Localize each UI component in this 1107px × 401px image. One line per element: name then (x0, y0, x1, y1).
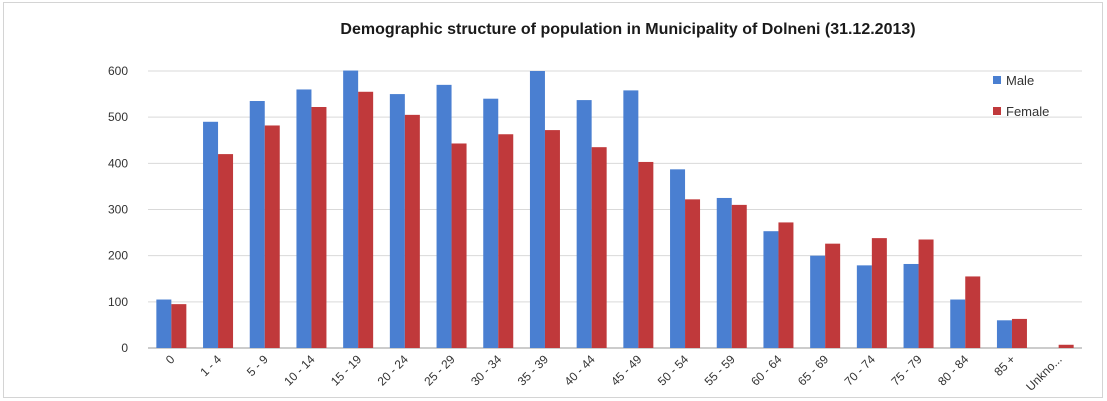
x-tick-label: 35 - 39 (515, 352, 552, 389)
x-tick-label: 10 - 14 (281, 352, 318, 389)
bar-female-3 (311, 107, 327, 348)
x-tick-label: 45 - 49 (608, 352, 645, 389)
y-tick-label: 500 (108, 110, 128, 124)
x-tick-label: 70 - 74 (842, 352, 879, 389)
bars (156, 70, 1074, 349)
legend-swatch-female (993, 107, 1001, 115)
bar-female-7 (498, 134, 514, 348)
bar-male-11 (670, 169, 686, 348)
legend-label-male: Male (1006, 73, 1034, 88)
bar-male-5 (389, 94, 405, 348)
bar-male-0 (156, 299, 172, 348)
x-tick-label: 65 - 69 (795, 352, 832, 389)
legend-label-female: Female (1006, 104, 1049, 119)
x-tick-label: 5 - 9 (244, 352, 271, 379)
grid (148, 70, 1082, 349)
bar-female-13 (778, 222, 794, 348)
x-tick-label: 60 - 64 (748, 352, 785, 389)
x-tick-label: 30 - 34 (468, 352, 505, 389)
bar-female-16 (918, 239, 934, 348)
chart-title: Demographic structure of population in M… (340, 21, 915, 38)
x-axis: 0 1 - 4 5 - 9 10 - 14 15 - 19 20 - 24 25 - 29 3… (163, 352, 1065, 394)
y-tick-label: 400 (108, 156, 128, 170)
bar-male-1 (203, 121, 219, 349)
bar-male-6 (436, 84, 452, 348)
bar-male-2 (249, 101, 265, 348)
bar-male-17 (950, 299, 966, 348)
y-tick-label: 0 (121, 341, 128, 355)
bar-female-12 (731, 204, 747, 348)
bar-male-9 (576, 100, 592, 349)
bar-male-15 (856, 265, 872, 348)
x-tick-label: 85 + (991, 352, 1018, 379)
x-tick-label: 0 (163, 352, 178, 367)
bar-male-12 (716, 197, 732, 348)
y-tick-label: 200 (108, 249, 128, 263)
bar-female-15 (871, 238, 887, 348)
bar-female-4 (358, 91, 374, 349)
y-axis: 0 100 200 300 400 500 600 (108, 64, 128, 355)
x-tick-label: 80 - 84 (935, 352, 972, 389)
bar-female-19 (1058, 344, 1074, 348)
bar-female-10 (638, 161, 654, 348)
bar-male-18 (996, 320, 1012, 348)
bar-female-6 (451, 143, 467, 348)
bar-male-7 (483, 98, 499, 348)
x-tick-label: 1 - 4 (197, 352, 224, 379)
bar-female-1 (218, 154, 234, 348)
bar-female-11 (685, 199, 701, 348)
bar-male-8 (529, 71, 545, 348)
bar-male-4 (343, 70, 359, 348)
x-tick-label: 20 - 24 (375, 352, 412, 389)
bar-male-16 (903, 263, 919, 348)
bar-female-2 (264, 125, 280, 348)
bar-female-9 (591, 147, 607, 348)
x-tick-label: Unkno... (1023, 352, 1065, 394)
x-tick-label: 55 - 59 (702, 352, 739, 389)
y-tick-label: 300 (108, 203, 128, 217)
bar-female-8 (544, 130, 560, 348)
legend: Male Female (993, 73, 1049, 119)
x-tick-label: 25 - 29 (421, 352, 458, 389)
y-tick-label: 100 (108, 295, 128, 309)
bar-male-10 (623, 90, 639, 348)
bar-female-18 (1011, 318, 1027, 348)
bar-female-5 (404, 114, 420, 348)
bar-female-17 (965, 276, 981, 348)
bar-male-13 (763, 231, 779, 348)
x-tick-label: 15 - 19 (328, 352, 365, 389)
bar-male-3 (296, 89, 312, 348)
x-tick-label: 75 - 79 (888, 352, 925, 389)
x-tick-label: 40 - 44 (561, 352, 598, 389)
bar-male-14 (810, 255, 826, 348)
bar-female-14 (825, 243, 841, 348)
legend-swatch-male (993, 76, 1001, 84)
bar-female-0 (171, 304, 187, 348)
x-tick-label: 50 - 54 (655, 352, 692, 389)
y-tick-label: 600 (108, 64, 128, 78)
